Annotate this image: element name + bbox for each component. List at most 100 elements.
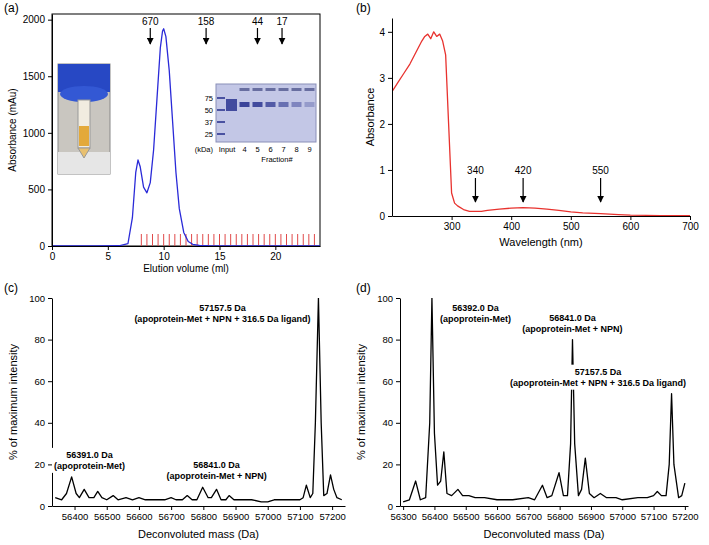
- tick-mark: [75, 506, 76, 510]
- panel-label: (c): [4, 281, 18, 295]
- tick-mark: [630, 216, 631, 220]
- tick: 600: [623, 216, 640, 232]
- fraction-mark: [275, 234, 276, 246]
- x-axis-title: Wavelength (nm): [499, 236, 582, 248]
- tick-label: 56700: [516, 511, 542, 522]
- standard-label: 44: [252, 16, 264, 27]
- label-background: [132, 301, 312, 326]
- tick-mark: [528, 506, 529, 510]
- tick-label: 1000: [23, 128, 46, 139]
- gel-lane-label: 5: [255, 145, 259, 154]
- annotation-text: (apoprotein-Met + NPN + 316.5 Da ligand): [510, 378, 686, 388]
- gel-marker-label: 50: [205, 106, 213, 115]
- tick-mark: [466, 506, 467, 510]
- label-background: [520, 311, 624, 336]
- panel: 5640056500566005670056800569005700057100…: [4, 281, 346, 540]
- gel-band: [266, 88, 276, 91]
- fraction-mark: [264, 234, 265, 246]
- fraction-mark: [241, 234, 242, 246]
- tick: 56400: [422, 506, 448, 522]
- axis-line: [393, 216, 691, 217]
- tick-mark: [511, 216, 512, 220]
- tick-label: 56800: [191, 511, 217, 522]
- tick: 400: [503, 216, 520, 232]
- tick: 500: [28, 184, 52, 195]
- standard-label: 17: [276, 16, 288, 27]
- tick-label: 20: [270, 251, 282, 262]
- plot-area: [392, 32, 690, 216]
- tick-label: 56700: [158, 511, 184, 522]
- x-axis: 300400500600700: [393, 216, 700, 232]
- tick: 56500: [453, 506, 479, 522]
- standard-arrow: [150, 28, 151, 44]
- x-axis: 05101520: [50, 246, 321, 262]
- fraction-mark: [213, 234, 214, 246]
- tick: 60: [382, 376, 400, 387]
- annotation-text: (apoprotein-Met): [54, 461, 125, 471]
- data-line: [403, 298, 685, 502]
- tick-label: 57100: [287, 511, 313, 522]
- annotation-arrow: [523, 178, 524, 202]
- tick-mark: [48, 20, 52, 21]
- x-axis-title: Deconvoluted mass (Da): [483, 528, 604, 540]
- data-line: [392, 32, 690, 216]
- fraction-mark: [297, 234, 298, 246]
- tick-label: 60: [34, 376, 45, 387]
- fraction-mark: [163, 234, 164, 246]
- gel-marker-label: 75: [205, 94, 213, 103]
- tick-label: 0: [39, 241, 45, 252]
- tick: 2000: [23, 14, 52, 25]
- tick: 4: [379, 27, 392, 38]
- tick-label: 56600: [126, 511, 152, 522]
- tick-label: 0: [50, 251, 56, 262]
- panel-label: (a): [4, 1, 19, 15]
- tick-mark: [268, 506, 269, 510]
- fraction-mark: [219, 234, 220, 246]
- tick-mark: [139, 506, 140, 510]
- annotation-text: 56391.0 Da: [66, 450, 114, 460]
- gel-marker-label: 25: [205, 130, 213, 139]
- tick-label: 40: [34, 417, 45, 428]
- tick: 56700: [516, 506, 542, 522]
- tick-mark: [396, 423, 400, 424]
- gel-band: [240, 102, 250, 107]
- gel-lane-label: 9: [307, 145, 311, 154]
- plot-area: [403, 298, 685, 502]
- fraction-mark: [308, 234, 309, 246]
- tick-mark: [396, 298, 400, 299]
- tick-label: 56900: [578, 511, 604, 522]
- tick-mark: [396, 340, 400, 341]
- tick-mark: [48, 340, 52, 341]
- annotation-label: 550: [592, 165, 609, 176]
- tick-label: 20: [34, 459, 45, 470]
- tick-label: 57200: [672, 511, 698, 522]
- tick-mark: [171, 506, 172, 510]
- y-axis-title: Absorbance: [364, 88, 376, 147]
- tick-mark: [48, 246, 52, 247]
- gel-ladder-band: [217, 133, 225, 135]
- axis-line: [400, 299, 401, 507]
- tick-mark: [497, 506, 498, 510]
- gel-inset: 75503725(kDa)Input456789Fraction#: [195, 84, 316, 164]
- plot-frame: [52, 14, 320, 246]
- fraction-mark: [236, 234, 237, 246]
- tick: 20: [34, 459, 52, 470]
- y-axis: 020406080100: [29, 293, 52, 512]
- tick: 500: [563, 216, 580, 232]
- tick-label: 57100: [641, 511, 667, 522]
- tick: 56900: [223, 506, 249, 522]
- tick-mark: [388, 124, 392, 125]
- tick-label: 10: [159, 251, 171, 262]
- tick-mark: [48, 76, 52, 77]
- gel-band: [226, 99, 237, 111]
- gel-band: [253, 102, 263, 107]
- tick-mark: [332, 506, 333, 510]
- data-line: [52, 29, 320, 246]
- annotation-arrow: [600, 178, 601, 202]
- fraction-mark: [253, 234, 254, 246]
- tick: 100: [377, 293, 400, 304]
- fraction-mark: [292, 234, 293, 246]
- fraction-mark: [225, 234, 226, 246]
- tick: 56600: [126, 506, 152, 522]
- tick-label: 0: [388, 501, 393, 512]
